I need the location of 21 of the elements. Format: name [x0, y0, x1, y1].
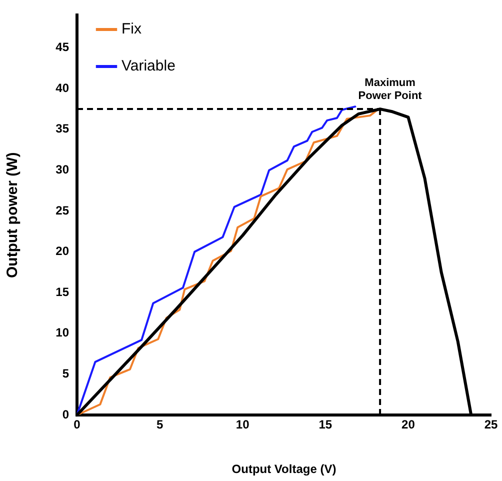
y-tick-label: 40	[56, 80, 70, 95]
y-tick-label: 0	[62, 407, 70, 422]
y-tick-label: 20	[56, 244, 70, 258]
y-tick-label: 30	[56, 162, 70, 177]
legend-label: Variable	[122, 58, 176, 75]
x-tick-label: 20	[402, 418, 416, 432]
x-tick-label: 5	[156, 418, 164, 432]
y-tick-label: 35	[56, 122, 70, 136]
x-tick-label: 10	[236, 418, 250, 432]
x-tick-label: 25	[484, 418, 498, 432]
x-axis-title: Output Voltage (V)	[232, 462, 336, 476]
y-axis-title: Output power (W)	[4, 152, 22, 278]
y-tick-label: 10	[56, 326, 70, 340]
annotation: Maximum Power Point	[358, 77, 422, 102]
y-tick-label: 25	[56, 203, 70, 218]
y-tick-label: 5	[62, 366, 70, 381]
x-tick-label: 0	[74, 418, 81, 432]
x-tick-label: 15	[318, 418, 332, 432]
y-tick-label: 15	[56, 284, 70, 299]
legend-label: Fix	[122, 20, 142, 38]
y-tick-label: 45	[56, 40, 70, 54]
